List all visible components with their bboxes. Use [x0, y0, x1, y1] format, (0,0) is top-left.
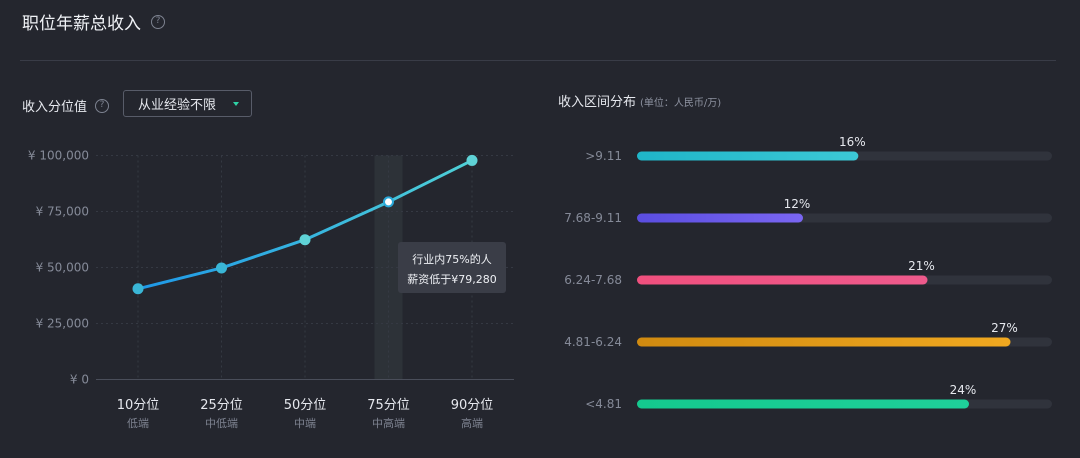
category-label: 6.24-7.68 — [564, 273, 622, 287]
y-tick-label: ¥ 50,000 — [36, 261, 89, 275]
value-label: 24% — [950, 383, 977, 397]
x-tick-label: 25分位 — [200, 398, 243, 413]
y-tick-label: ¥ 0 — [70, 373, 89, 387]
x-tick-sublabel: 中高端 — [372, 416, 405, 430]
caret-down-icon — [233, 101, 239, 106]
data-point — [216, 262, 227, 274]
category-label: 7.68-9.11 — [564, 211, 622, 225]
data-point-highlight — [383, 196, 394, 208]
header-divider — [20, 60, 1056, 61]
value-label: 21% — [908, 259, 935, 273]
y-tick-label: ¥ 25,000 — [36, 317, 89, 331]
percentile-line-chart: ¥ 0 ¥ 25,000 ¥ 50,000 ¥ 75,000 ¥ 100,000 10分位… — [28, 149, 514, 430]
distribution-title: 收入区间分布 (单位：人民币/万) — [558, 91, 721, 110]
percentile-label: 收入分位值 ? — [22, 96, 110, 115]
y-tick-label: ¥ 75,000 — [36, 205, 89, 219]
experience-select[interactable]: 从业经验不限 — [123, 90, 252, 117]
percentile-help-icon[interactable]: ? — [95, 98, 110, 113]
category-label: <4.81 — [585, 397, 622, 411]
x-tick-sublabel: 低端 — [127, 417, 149, 430]
tooltip-line-2: 薪资低于¥79,280 — [407, 273, 497, 286]
chart-tooltip: 行业内75%的人 薪资低于¥79,280 — [398, 242, 506, 293]
title-text: 职位年薪总收入 — [22, 14, 141, 34]
y-tick-label: ¥ 100,000 — [28, 149, 89, 163]
page-title: 职位年薪总收入 ? — [22, 9, 165, 34]
value-label: 27% — [991, 321, 1018, 335]
bar — [637, 399, 969, 409]
tooltip-line-1: 行业内75%的人 — [412, 253, 492, 266]
x-tick-label: 50分位 — [284, 398, 327, 413]
distribution-unit: (单位：人民币/万) — [640, 98, 722, 109]
question-circle-icon[interactable]: ? — [151, 14, 165, 29]
x-tick-label: 75分位 — [367, 398, 410, 413]
data-point — [132, 283, 144, 295]
x-tick-sublabel: 中端 — [294, 417, 316, 430]
x-tick-label: 90分位 — [451, 398, 494, 413]
experience-select-value: 从业经验不限 — [138, 98, 217, 113]
value-label: 12% — [784, 197, 811, 211]
x-tick-sublabel: 中低端 — [205, 417, 238, 430]
bar — [637, 337, 1011, 347]
data-point — [299, 234, 311, 246]
value-label: 16% — [839, 135, 866, 149]
category-label: 4.81-6.24 — [564, 335, 622, 349]
distribution-title-text: 收入区间分布 — [558, 95, 637, 110]
x-tick-sublabel: 高端 — [461, 416, 483, 430]
bar — [637, 151, 859, 161]
category-label: >9.11 — [585, 149, 622, 163]
data-point — [466, 154, 478, 166]
percentile-label-text: 收入分位值 — [22, 100, 88, 115]
income-distribution-bar-chart: >9.11 16% 7.68-9.11 12% 6.24-7.68 21% 4.81-6.2… — [564, 135, 1052, 411]
bar — [637, 275, 928, 285]
bar — [637, 213, 803, 223]
x-tick-label: 10分位 — [117, 398, 160, 413]
